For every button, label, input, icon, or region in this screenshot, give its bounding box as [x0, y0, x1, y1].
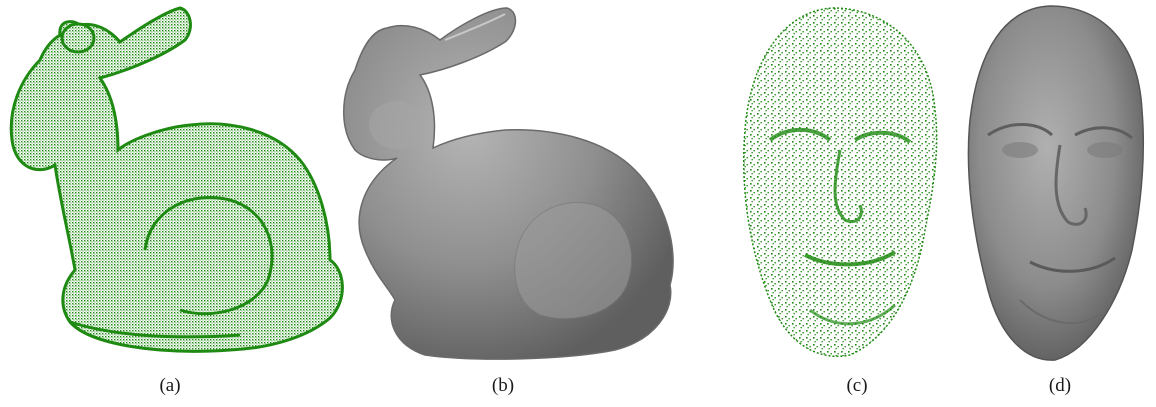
panel-d-mesh-face: (d): [960, 0, 1156, 396]
caption-c: (c): [846, 375, 868, 396]
panel-a-point-cloud-bunny: (a): [0, 0, 350, 396]
face-point-cloud-figure: [743, 7, 938, 357]
caption-b: (b): [491, 375, 515, 396]
caption-d: (d): [1048, 375, 1072, 396]
panel-c-point-cloud-face: (c): [735, 0, 950, 396]
caption-a: (a): [159, 375, 181, 396]
bunny-mesh-figure: [343, 7, 674, 360]
panel-b-mesh-bunny: (b): [325, 0, 685, 396]
face-mesh-figure: [967, 5, 1144, 361]
bunny-point-cloud-figure: [9, 6, 344, 353]
